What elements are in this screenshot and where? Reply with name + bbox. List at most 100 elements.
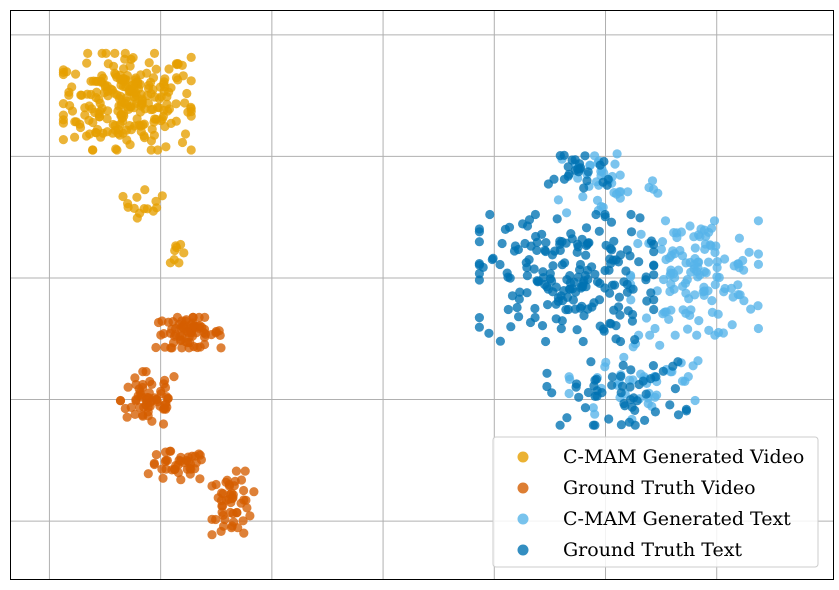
- data-point: [62, 67, 72, 77]
- data-point: [602, 180, 612, 190]
- data-point: [710, 247, 720, 258]
- data-point: [537, 321, 548, 331]
- data-point: [126, 402, 136, 412]
- series-1: [115, 312, 259, 540]
- data-point: [609, 236, 619, 246]
- data-point: [562, 208, 572, 218]
- data-point: [488, 253, 498, 263]
- data-point: [144, 58, 154, 68]
- data-point: [551, 299, 561, 309]
- data-point: [614, 187, 624, 197]
- data-point: [555, 420, 565, 430]
- data-point: [563, 304, 573, 315]
- data-point: [622, 287, 633, 297]
- data-point: [628, 309, 638, 320]
- data-point: [650, 323, 660, 334]
- data-point: [720, 254, 730, 264]
- data-point: [720, 283, 730, 294]
- data-point: [704, 257, 714, 267]
- data-point: [525, 317, 536, 328]
- data-point: [600, 265, 610, 276]
- data-points: [58, 48, 764, 540]
- data-point: [543, 179, 554, 189]
- data-point: [179, 248, 189, 258]
- data-point: [572, 247, 582, 257]
- data-point: [658, 309, 668, 319]
- data-point: [145, 376, 155, 387]
- data-point: [178, 322, 188, 332]
- data-point: [195, 474, 205, 484]
- data-point: [97, 71, 107, 81]
- data-point: [626, 209, 636, 220]
- plot-frame: [10, 10, 834, 580]
- data-point: [707, 296, 717, 306]
- data-point: [564, 169, 574, 179]
- data-point: [634, 257, 644, 267]
- data-point: [144, 388, 154, 398]
- data-point: [148, 73, 159, 83]
- data-point: [580, 403, 591, 413]
- data-point: [87, 145, 98, 155]
- data-point: [541, 238, 551, 248]
- data-point: [571, 382, 581, 392]
- data-point: [152, 397, 163, 407]
- data-point: [564, 372, 574, 382]
- data-point: [118, 191, 128, 202]
- data-point: [577, 234, 587, 244]
- data-point: [678, 305, 688, 315]
- data-point: [709, 216, 720, 226]
- data-point: [604, 414, 614, 424]
- data-point: [88, 76, 99, 86]
- data-point: [77, 90, 87, 100]
- data-point: [753, 259, 764, 269]
- legend-marker-ground-truth-video: [517, 482, 529, 494]
- data-point: [649, 295, 659, 305]
- data-point: [224, 481, 235, 491]
- data-point: [689, 232, 699, 242]
- data-point: [581, 250, 591, 260]
- data-point: [680, 278, 691, 288]
- data-point: [578, 192, 588, 202]
- data-point: [474, 275, 484, 285]
- data-point: [744, 247, 754, 257]
- data-point: [714, 272, 724, 283]
- data-point: [514, 312, 524, 322]
- data-point: [673, 410, 684, 420]
- data-point: [579, 311, 589, 321]
- data-point: [607, 280, 618, 290]
- data-point: [214, 326, 224, 336]
- data-point: [556, 324, 566, 334]
- data-point: [130, 373, 140, 383]
- data-point: [653, 188, 663, 198]
- data-point: [522, 271, 533, 281]
- data-point: [677, 376, 688, 386]
- data-point: [541, 336, 551, 347]
- data-point: [151, 450, 161, 460]
- data-point: [143, 469, 153, 479]
- data-point: [132, 192, 142, 202]
- data-point: [566, 229, 576, 239]
- data-point: [138, 379, 148, 390]
- data-point: [540, 279, 550, 290]
- data-point: [616, 388, 626, 398]
- data-point: [169, 372, 179, 382]
- data-point: [572, 325, 582, 335]
- data-point: [681, 258, 691, 268]
- data-point: [595, 160, 605, 170]
- legend-box: [492, 436, 819, 568]
- data-point: [146, 136, 156, 146]
- data-point: [192, 342, 202, 353]
- data-point: [249, 487, 259, 497]
- data-point: [245, 511, 255, 521]
- data-point: [128, 80, 138, 90]
- data-point: [542, 368, 552, 378]
- data-point: [538, 267, 548, 277]
- data-point: [642, 296, 652, 306]
- data-point: [507, 291, 518, 301]
- data-point: [232, 508, 242, 518]
- data-point: [484, 328, 494, 338]
- data-point: [71, 117, 81, 127]
- data-point: [157, 464, 167, 474]
- data-point: [665, 286, 675, 297]
- data-point: [495, 336, 505, 346]
